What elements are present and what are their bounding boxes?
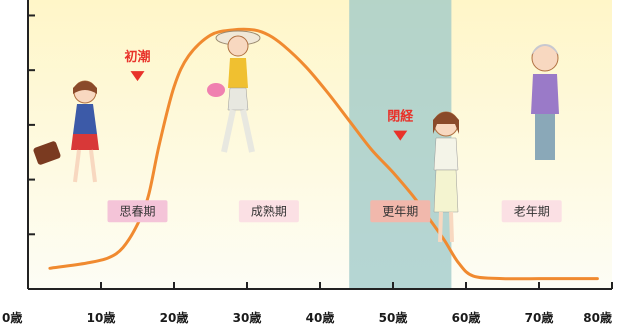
x-tick-label: 10歳 (87, 310, 116, 325)
x-tick-label: 80歳 (583, 310, 612, 325)
x-tick-label: 20歳 (160, 310, 189, 325)
y-axis-ticks (28, 14, 35, 236)
stage-label-box (238, 200, 299, 223)
stage-label-box (501, 200, 562, 223)
middle-aged-woman-figure (433, 111, 459, 243)
elderly-woman-figure (531, 44, 559, 160)
girl-figure (33, 80, 99, 183)
stage-label: 更年期 (382, 204, 418, 218)
x-tick-label: 70歳 (525, 310, 554, 325)
x-tick-label: 0歳 (2, 310, 22, 325)
woman-figure (207, 30, 261, 153)
annotation-label: 初潮 (124, 49, 150, 65)
stage-label: 成熟期 (251, 203, 287, 218)
annotation-arrow (393, 130, 408, 141)
x-tick-label: 50歳 (379, 310, 408, 325)
x-tick-label: 60歳 (452, 310, 481, 325)
stage-labels: 思春期 成熟期 更年期 老年期 (107, 200, 562, 223)
stage-label-box (107, 200, 168, 223)
annotation-arrow (130, 71, 145, 82)
x-tick-label: 40歳 (306, 310, 335, 325)
annotation-label: 閉経 (387, 109, 414, 125)
stage-label-box (370, 200, 431, 223)
plot-background (28, 0, 612, 289)
x-tick-label: 30歳 (233, 310, 262, 325)
x-axis-ticks: 0歳 10歳 20歳 30歳 40歳 50歳 60歳 70歳 80歳 (2, 282, 613, 325)
stage-label: 老年期 (514, 204, 550, 218)
stage-label: 思春期 (119, 204, 155, 218)
